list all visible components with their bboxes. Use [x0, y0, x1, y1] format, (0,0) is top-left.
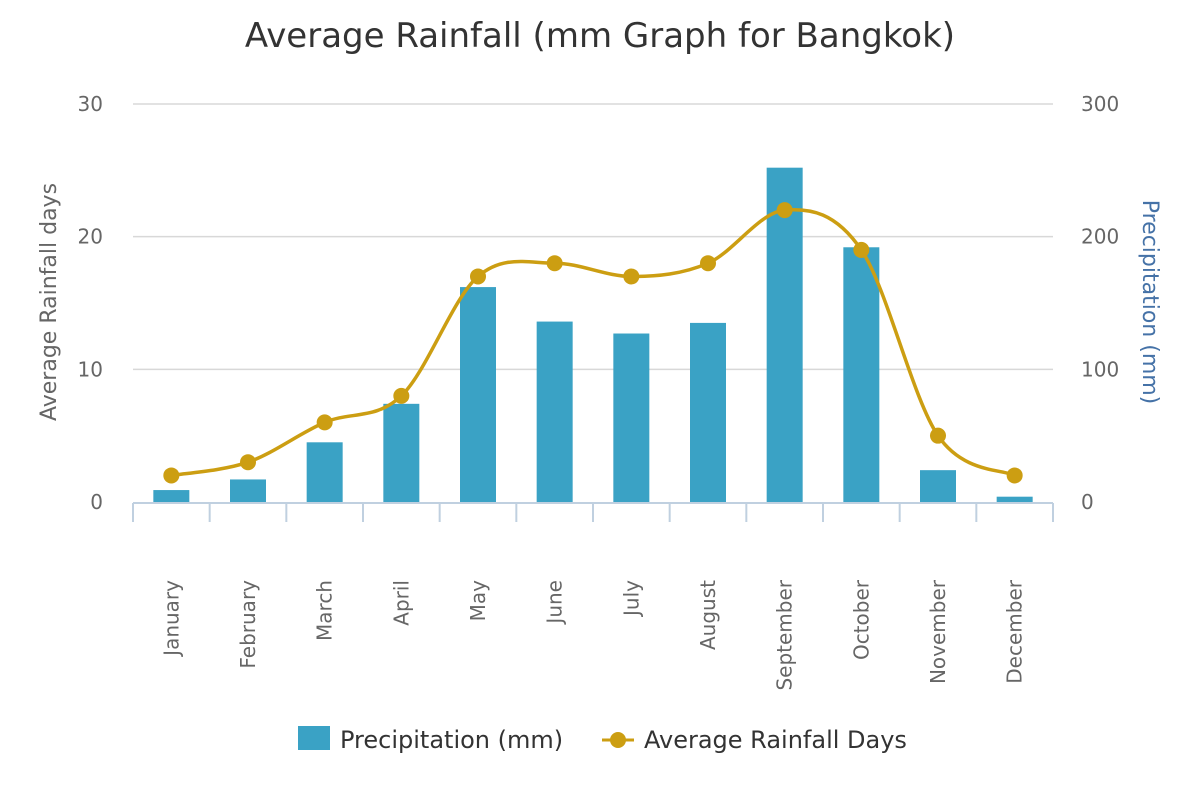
bar-precipitation[interactable]: [613, 333, 650, 502]
x-tick-label: June: [543, 580, 567, 626]
x-tick-label: September: [773, 579, 797, 690]
bar-series: [153, 167, 1033, 502]
line-rainfall-days: [171, 207, 1016, 478]
point-rainfall-days[interactable]: [470, 268, 486, 285]
y-axis-right-title: Precipitation (mm): [1137, 200, 1162, 405]
y-right-tick-label: 300: [1081, 92, 1119, 116]
x-tick-label: January: [159, 580, 183, 658]
legend-label-rainfall-days: Average Rainfall Days: [644, 726, 907, 754]
point-rainfall-days[interactable]: [240, 454, 256, 471]
x-tick-label: March: [313, 580, 337, 641]
point-rainfall-days[interactable]: [776, 202, 793, 219]
bar-precipitation[interactable]: [536, 321, 573, 502]
y-left-tick-label: 10: [78, 357, 103, 381]
legend-item-rainfall-days[interactable]: Average Rainfall Days: [602, 726, 907, 754]
legend-label-precipitation: Precipitation (mm): [340, 726, 563, 754]
bar-precipitation[interactable]: [690, 322, 726, 502]
legend: Precipitation (mm) Average Rainfall Days: [298, 726, 907, 754]
x-tick-label: December: [1003, 579, 1027, 683]
legend-item-precipitation[interactable]: Precipitation (mm): [298, 726, 563, 754]
x-tick-label: August: [696, 580, 720, 650]
legend-swatch-precipitation: [298, 726, 330, 750]
point-rainfall-days[interactable]: [393, 387, 410, 404]
x-tick-label: February: [236, 580, 260, 669]
bar-precipitation[interactable]: [230, 479, 266, 502]
point-rainfall-days[interactable]: [546, 255, 563, 272]
y-right-tick-label: 0: [1081, 490, 1094, 514]
line-series: [163, 202, 1023, 484]
y-right-tick-label: 200: [1081, 225, 1119, 249]
chart-title: Average Rainfall (mm Graph for Bangkok): [245, 16, 955, 56]
y-axis-left-title: Average Rainfall days: [37, 183, 62, 421]
y-right-tick-label: 100: [1081, 357, 1119, 381]
bar-precipitation[interactable]: [153, 490, 190, 502]
point-rainfall-days[interactable]: [316, 414, 333, 431]
bar-precipitation[interactable]: [306, 442, 343, 502]
x-tick-label: April: [389, 580, 413, 626]
x-tick-label: July: [619, 580, 643, 618]
bar-precipitation[interactable]: [843, 247, 880, 502]
bar-precipitation[interactable]: [766, 167, 803, 502]
point-rainfall-days[interactable]: [853, 241, 870, 258]
y-left-tick-label: 20: [78, 225, 103, 249]
x-tick-label: October: [849, 579, 873, 660]
bar-precipitation[interactable]: [383, 403, 420, 502]
point-rainfall-days[interactable]: [700, 255, 716, 272]
bar-precipitation[interactable]: [996, 496, 1033, 502]
x-tick-label: May: [466, 580, 490, 622]
y-left-tick-label: 30: [78, 92, 103, 116]
point-rainfall-days[interactable]: [163, 467, 180, 484]
gridlines: [133, 103, 1053, 371]
point-rainfall-days[interactable]: [623, 268, 640, 285]
bar-precipitation[interactable]: [920, 470, 956, 502]
bar-precipitation[interactable]: [460, 287, 496, 502]
y-left-tick-label: 0: [90, 490, 103, 514]
point-rainfall-days[interactable]: [1006, 467, 1023, 484]
legend-swatch-rainfall-days-marker: [610, 732, 626, 748]
x-tick-label: November: [926, 579, 950, 684]
point-rainfall-days[interactable]: [930, 427, 946, 444]
